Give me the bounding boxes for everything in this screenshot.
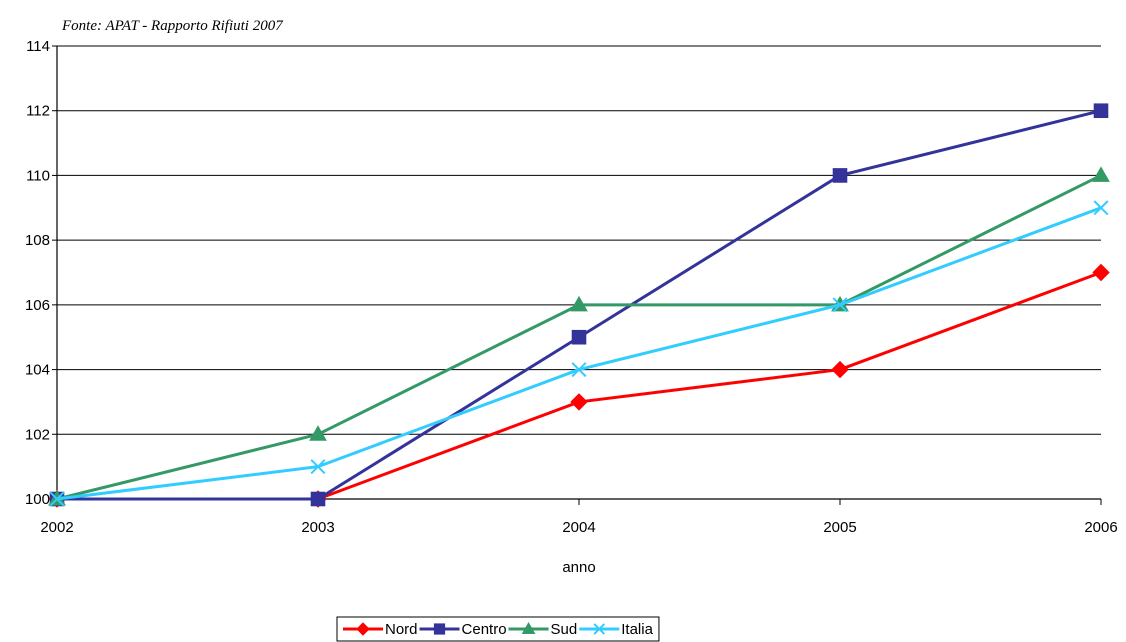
y-tick-label: 114 (26, 38, 50, 55)
data-point (832, 168, 848, 183)
series-italia (49, 200, 1109, 507)
data-point (831, 360, 849, 379)
data-point (310, 491, 326, 507)
x-tick-label: 2002 (40, 519, 73, 536)
axes (56, 46, 1101, 500)
legend-label: Nord (385, 621, 418, 638)
legend-label: Centro (462, 621, 507, 638)
data-point (521, 621, 536, 634)
chart-source: Fonte: APAT - Rapporto Rifiuti 2007 (61, 18, 284, 34)
data-point (1093, 200, 1109, 216)
x-tick-label: 2006 (1084, 519, 1117, 536)
y-tick-label: 102 (25, 426, 50, 443)
data-point (570, 393, 588, 411)
data-point (356, 622, 370, 636)
data-point (571, 362, 587, 378)
y-tick-label: 108 (25, 232, 50, 249)
legend-item: Centro (419, 621, 507, 638)
y-axis-ticks: 100 102 104 106 108 110 112 114 (25, 38, 57, 508)
x-axis-title: anno (562, 559, 595, 576)
data-point (1092, 166, 1110, 182)
legend-label: Sud (551, 621, 578, 638)
x-tick-label: 2003 (301, 519, 334, 536)
legend: Nord Centro Sud Italia (336, 616, 660, 642)
x-tick-label: 2004 (562, 519, 595, 536)
legend-item: Sud (508, 621, 578, 638)
legend-label: Italia (621, 621, 653, 638)
y-tick-label: 100 (25, 491, 50, 508)
x-tick-label: 2005 (823, 519, 856, 536)
x-axis-ticks: 2002 2003 2004 2005 2006 (40, 499, 1118, 536)
y-tick-label: 106 (25, 297, 50, 314)
data-point (593, 623, 606, 635)
data-series (48, 103, 1110, 508)
data-point (433, 623, 446, 635)
legend-item: Nord (343, 621, 418, 638)
data-point (1092, 263, 1110, 282)
data-point (310, 459, 326, 475)
grid-lines (57, 45, 1101, 500)
legend-item: Italia (579, 621, 654, 638)
y-tick-label: 104 (25, 362, 50, 379)
data-point (570, 295, 588, 312)
y-tick-label: 110 (26, 167, 50, 184)
data-point (309, 425, 327, 441)
y-tick-label: 112 (26, 103, 50, 120)
data-point (571, 329, 587, 345)
data-point (832, 297, 848, 313)
data-point (1093, 103, 1109, 119)
data-point (49, 491, 65, 507)
